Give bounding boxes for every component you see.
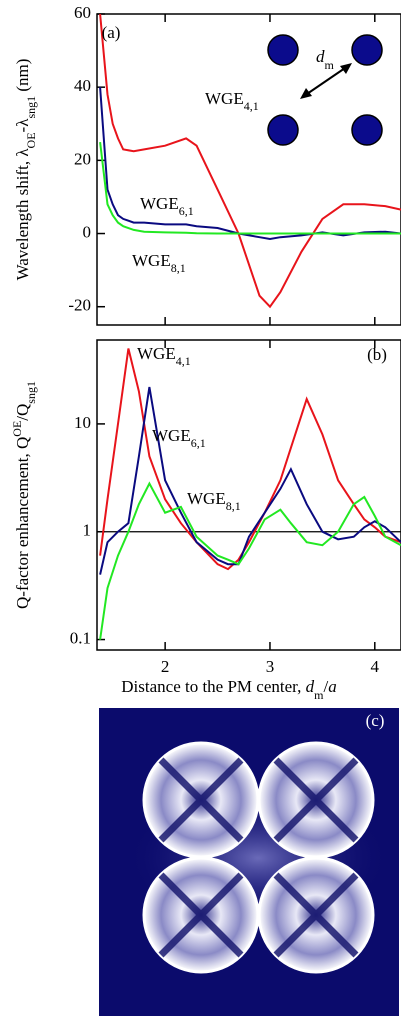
label-part: m: [314, 688, 324, 702]
series-subscript: 6,1: [191, 436, 206, 450]
panel-label: (c): [366, 711, 385, 730]
y-tick-label: 1: [83, 521, 92, 540]
series-label: WGE6,1: [152, 426, 206, 450]
series-line: [99, 386, 401, 575]
field-map: [99, 708, 399, 1016]
plot-frame: [96, 13, 401, 326]
label-part: -λ: [13, 118, 32, 133]
label-part: sng1: [24, 381, 38, 404]
panel-label: (b): [367, 345, 387, 364]
x-tick-label: 3: [266, 657, 275, 676]
series-label: WGE8,1: [132, 251, 186, 275]
x-axis-label: Distance to the PM center, dm/a: [121, 677, 336, 702]
y-axis-label: Q-factor enhancement, QOE/Qsng1: [10, 381, 38, 609]
series-label: WGE4,1: [137, 344, 191, 368]
y-tick-label: 40: [74, 76, 91, 95]
label-part: m: [325, 58, 335, 72]
series-line: [99, 141, 401, 235]
label-part: Wavelength shift, λ: [13, 148, 32, 281]
label-part: /Q: [13, 404, 32, 421]
series-name: WGE: [140, 194, 179, 213]
series-subscript: 8,1: [171, 261, 186, 275]
y-tick-label: 20: [74, 149, 91, 168]
series-name: WGE: [187, 489, 226, 508]
label-part: Distance to the PM center,: [121, 677, 305, 696]
series-subscript: 6,1: [179, 204, 194, 218]
series-subscript: 4,1: [244, 99, 259, 113]
y-axis-label: Wavelength shift, λOE-λsng1 (nm): [13, 59, 38, 281]
annotation: dm: [316, 47, 335, 72]
series-name: WGE: [152, 426, 191, 445]
series-name: WGE: [132, 251, 171, 270]
y-tick-label: -20: [68, 296, 91, 315]
x-tick-label: 4: [371, 657, 380, 676]
y-tick-label: 60: [74, 3, 91, 22]
series-line: [99, 14, 401, 309]
series-label: WGE4,1: [205, 89, 259, 113]
label-part: a: [328, 677, 337, 696]
label-part: Q-factor enhancement, Q: [13, 437, 32, 609]
inset: [267, 34, 383, 146]
series-subscript: 4,1: [176, 354, 191, 368]
label-part: d: [306, 677, 315, 696]
series-line: [99, 481, 401, 640]
y-tick-label: 0: [83, 222, 92, 241]
label-part: (nm): [13, 59, 32, 96]
y-tick-label: 0.1: [70, 628, 91, 647]
series-name: WGE: [205, 89, 244, 108]
label-part: /: [324, 677, 329, 696]
label-part: d: [316, 47, 325, 66]
label-part: OE: [10, 421, 24, 437]
y-tick-label: 10: [74, 413, 91, 432]
label-part: OE: [24, 132, 38, 148]
panel-label: (a): [102, 23, 121, 42]
series-name: WGE: [137, 344, 176, 363]
label-part: sng1: [24, 96, 38, 119]
series-label: WGE6,1: [140, 194, 194, 218]
x-tick-label: 2: [161, 657, 170, 676]
series-subscript: 8,1: [226, 499, 241, 513]
plot-frame: [96, 339, 401, 651]
series-label: WGE8,1: [187, 489, 241, 513]
